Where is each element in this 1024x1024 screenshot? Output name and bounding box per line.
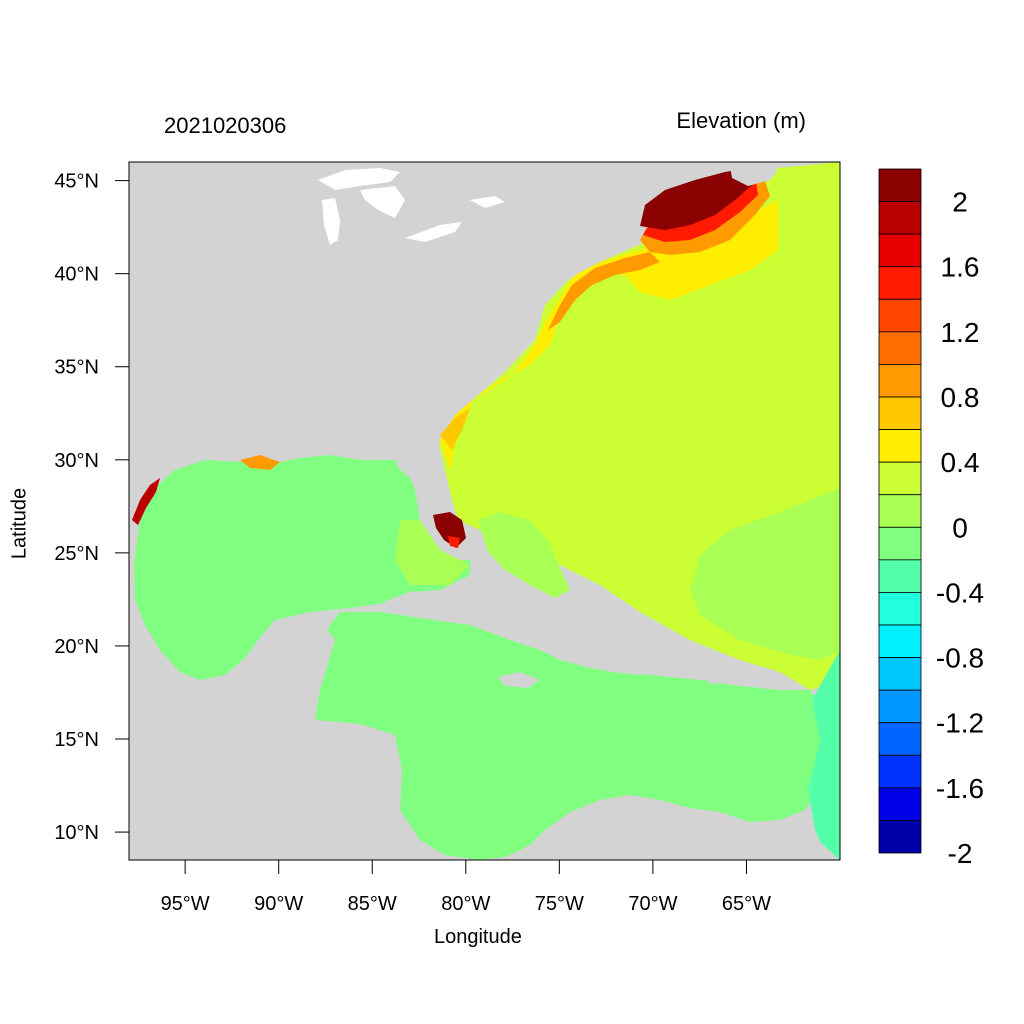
colorbar-label: 0.4 [941, 447, 980, 478]
y-tick-label: 15°N [54, 729, 99, 751]
east-coast-warm-band [440, 200, 778, 470]
colorbar-swatch [878, 559, 922, 593]
date-label: 2021020306 [164, 113, 287, 138]
south-florida-tip [448, 536, 460, 548]
y-tick-label: 35°N [54, 357, 99, 379]
colorbar-swatch [878, 331, 922, 365]
colorbar-swatch [878, 201, 922, 235]
colorbar-swatch [878, 689, 922, 724]
x-tick-label: 95°W [161, 893, 210, 915]
colorbar-label: -2 [948, 838, 973, 869]
colorbar-label: 2 [952, 187, 968, 218]
y-tick-label: 40°N [54, 264, 99, 286]
colorbar-swatch [878, 526, 922, 561]
colorbar-label: -0.8 [936, 643, 984, 674]
south-america [500, 798, 840, 860]
x-tick-label: 85°W [348, 893, 397, 915]
eastern-caribbean-edge [808, 650, 840, 860]
colorbar-swatch [878, 592, 922, 626]
colorbar-swatch [878, 754, 922, 789]
x-tick-label: 90°W [254, 893, 303, 915]
lake-superior [318, 168, 400, 190]
map-plot-area [129, 162, 840, 860]
colorbar-label: 1.6 [941, 252, 980, 283]
hispaniola [590, 646, 672, 675]
lake-ontario [470, 196, 505, 208]
colorbar-swatch [878, 624, 922, 658]
x-axis-ticks: 95°W 90°W 85°W 80°W 75°W 70°W 65°W [161, 860, 771, 915]
jamaica [498, 672, 540, 688]
colorbar-swatch [878, 266, 922, 300]
lake-michigan [322, 198, 340, 245]
y-tick-label: 45°N [54, 171, 99, 193]
y-tick-label: 10°N [54, 822, 99, 844]
texas-coast-surge [132, 478, 160, 525]
georgia-orange-band [440, 408, 470, 450]
colorbar-swatch [878, 787, 922, 821]
gulf-of-maine-surge-core [640, 168, 752, 230]
variable-label: Elevation (m) [676, 108, 806, 133]
colorbar-swatch [878, 820, 922, 854]
colorbar-label: 0 [952, 512, 968, 543]
colorbar-label: 0.8 [941, 382, 980, 413]
colorbar-swatch [878, 298, 922, 333]
colorbar-swatch [878, 168, 922, 202]
lake-erie [405, 222, 462, 242]
gulf-of-mexico [134, 455, 470, 680]
y-tick-label: 25°N [54, 543, 99, 565]
colorbar-swatch [878, 722, 922, 756]
atlantic-south [690, 488, 840, 660]
x-tick-label: 70°W [628, 893, 677, 915]
plot-frame [128, 161, 841, 861]
caribbean-sea [312, 612, 830, 860]
x-tick-label: 75°W [535, 893, 584, 915]
colorbar-swatch [878, 461, 922, 496]
y-tick-label: 20°N [54, 636, 99, 658]
louisiana-coast-surge [240, 455, 280, 470]
colorbar-swatch [878, 396, 922, 430]
colorbar-swatch [878, 657, 922, 691]
colorbar-swatch [878, 429, 922, 463]
bahamas-shelf [478, 512, 570, 598]
x-tick-label: 65°W [722, 893, 771, 915]
lake-huron [360, 186, 405, 218]
colorbar-label: -1.2 [936, 708, 984, 739]
x-axis-label: Longitude [434, 926, 522, 948]
colorbar-label: -1.6 [936, 773, 984, 804]
colorbar: 2 1.6 1.2 0.8 0.4 0 -0.4 -0.8 -1.2 -1.6 -2 [878, 168, 984, 869]
y-axis-ticks: 45°N 40°N 35°N 30°N 25°N 20°N 15°N 10°N [54, 171, 129, 844]
central-america [129, 620, 440, 860]
nova-scotia [730, 164, 778, 186]
y-tick-label: 30°N [54, 450, 99, 472]
colorbar-swatch [878, 364, 922, 398]
colorbar-swatch [878, 494, 922, 528]
cuba [383, 590, 575, 648]
colorbar-label: -0.4 [936, 577, 984, 608]
colorbar-swatch [878, 233, 922, 268]
colorbar-label: 1.2 [941, 317, 980, 348]
florida-straits [395, 520, 470, 585]
puerto-rico [706, 674, 736, 684]
x-tick-label: 80°W [441, 893, 490, 915]
east-coast-orange-band [548, 252, 660, 330]
